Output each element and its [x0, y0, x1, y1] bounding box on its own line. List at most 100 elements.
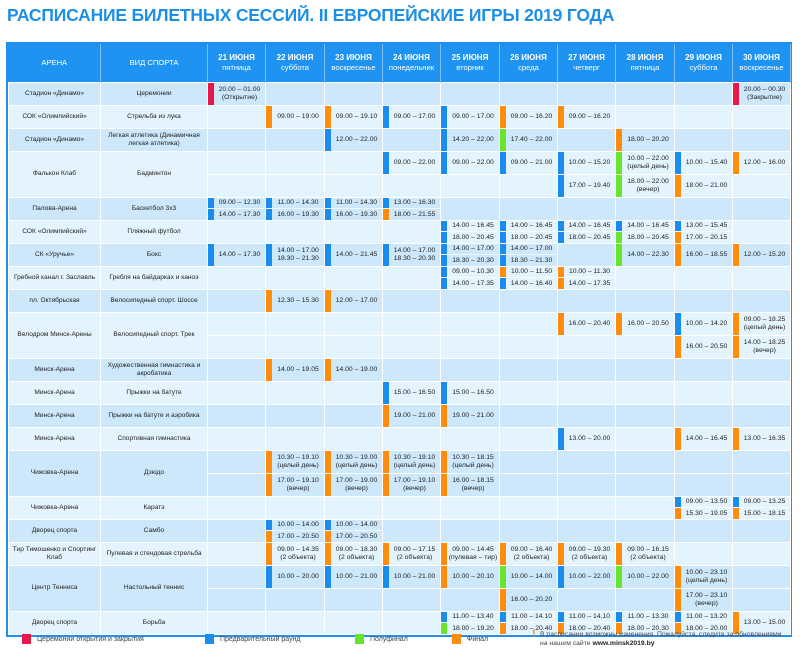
session-entry: 09.00 – 19.30 (2 объекта) — [558, 542, 615, 565]
session-cell — [674, 518, 733, 543]
session-time: 09.00 – 14.45 — [452, 546, 494, 553]
session-cell — [324, 380, 383, 405]
day-date: 24 ИЮНЯ — [393, 52, 430, 62]
session-cell — [732, 449, 791, 474]
session-type-marker — [208, 197, 214, 208]
session-list: 10.00 – 22.00 (целый день) — [616, 151, 674, 174]
session-type-marker — [733, 243, 739, 266]
session-cell — [499, 518, 558, 543]
session-list: 14.00 – 17.00 18.30 – 21.30 — [500, 243, 557, 266]
session-text: 15.00 – 16.50 — [447, 382, 499, 404]
session-text: 11.00 – 14.30 — [331, 198, 382, 209]
session-cell: 19.00 – 21.00 — [382, 403, 441, 428]
session-list: 09.00 – 14.45 (пулевая – тир) — [441, 542, 499, 565]
session-cell: 13.00 – 16.35 — [732, 426, 791, 451]
session-text: 19.00 – 21.00 — [447, 405, 499, 427]
session-time: 12.00 – 22.00 — [335, 135, 378, 143]
session-cell — [324, 495, 383, 520]
session-note: (2 объекта) — [513, 553, 550, 561]
session-cell: 10.00 – 14.00 — [499, 564, 558, 589]
session-time: 09.00 – 22.00 — [393, 158, 436, 166]
session-text: 10.00 – 15.20 — [564, 152, 615, 174]
session-time: 12.00 – 16.00 — [743, 158, 786, 166]
session-cell — [207, 449, 266, 474]
session-cell — [207, 426, 266, 451]
session-cell — [440, 334, 500, 359]
session-time: 09.00 – 14.35 — [277, 546, 319, 553]
session-type-marker — [500, 623, 506, 634]
session-cell — [732, 196, 791, 221]
session-cell — [674, 380, 733, 405]
session-entry: 11.00 – 14.30 — [325, 197, 382, 209]
session-cell: 16.00 – 20.50 — [674, 334, 733, 359]
session-note: (пулевая – тир) — [448, 553, 498, 561]
session-entry: 11.00 – 14.10 — [500, 611, 557, 623]
session-cell — [499, 403, 558, 428]
arena-cell: Стадион «Динамо» — [8, 81, 101, 106]
session-cell: 14.00 – 17.00 18.30 – 20.30 — [440, 242, 500, 267]
table-row: Дворец спорта Самбо 10.00 – 14.00 17.00 – 2… — [8, 518, 791, 543]
session-text: 09.00 – 17.00 — [447, 106, 499, 128]
session-text: 12.00 – 17.00 — [331, 290, 382, 312]
sport-cell: Художественная гимнастика и акробатика — [100, 357, 208, 382]
arena-cell: Чижовка-Арена — [8, 449, 101, 497]
session-list: 11.00 – 13.20 18.00 – 20.00 — [675, 611, 732, 634]
session-time: 17.00 – 23.10 — [685, 592, 728, 599]
session-cell — [557, 495, 616, 520]
session-text: 20.00 – 01.00 (Открытие) — [214, 83, 265, 105]
session-entry: 09.00 – 10.30 — [441, 266, 499, 278]
session-type-marker — [441, 404, 447, 427]
arena-cell: Фалькон Клаб — [8, 150, 101, 198]
session-entry: 14.00 – 16.45 — [675, 427, 732, 450]
session-cell — [265, 587, 325, 612]
session-entry: 18.00 – 20.45 — [441, 232, 499, 243]
session-list: 09.00 – 18.30 (2 объекта) — [325, 542, 382, 565]
session-time: 13.00 – 15.45 — [685, 222, 728, 229]
session-cell — [207, 380, 266, 405]
session-list: 09.00 – 16.15 (2 объекта) — [616, 542, 674, 565]
session-type-marker — [733, 151, 739, 174]
session-time: 17.00 – 20.50 — [277, 532, 319, 540]
session-time: 13.00 – 16.30 — [393, 199, 436, 206]
session-time: 17.40 – 22.00 — [510, 135, 553, 143]
session-cell — [499, 380, 558, 405]
schedule-table: АРЕНА ВИД СПОРТА 21 ИЮНЯ пятница 22 ИЮНЯ су… — [8, 44, 791, 635]
session-time: 10.30 – 18.15 — [452, 454, 494, 461]
arena-cell: Чижовка-Арена — [8, 495, 101, 520]
session-list: 10.00 – 21.00 — [383, 565, 440, 588]
session-type-marker — [616, 312, 622, 335]
session-text: 10.00 – 23.10 (целый день) — [681, 566, 732, 588]
session-list: 16.00 – 20.50 — [675, 335, 732, 358]
session-list: 10.30 – 18.15 (целый день) — [441, 450, 499, 473]
session-note: (вечер) — [403, 484, 426, 492]
site-link[interactable]: www.minsk2019.by — [592, 640, 655, 647]
session-entry: 10.00 – 15.40 — [675, 151, 732, 174]
session-cell — [207, 173, 266, 198]
session-entry: 14.00 – 16.45 — [616, 220, 674, 232]
session-entry: 09.00 – 17.00 — [383, 105, 440, 128]
session-entry: 15.30 – 19.05 — [675, 508, 732, 519]
session-cell — [382, 219, 441, 244]
session-cell — [382, 357, 441, 382]
table-row: Гребной канал г. Заславль Гребля на байда… — [8, 265, 791, 290]
session-list: 10.00 – 11.50 14.00 – 16.40 — [500, 266, 557, 289]
session-list: 09.00 – 21.00 — [500, 151, 557, 174]
session-cell — [382, 587, 441, 612]
session-entry: 18.00 – 20.40 — [500, 623, 557, 634]
session-text: 11.00 – 13.30 — [622, 612, 674, 623]
session-time: 14.00 – 17.00 — [277, 247, 319, 254]
session-type-marker — [558, 542, 564, 565]
session-text: 17.00 – 20.15 — [681, 232, 732, 243]
day-weekday: пятница — [630, 62, 660, 72]
session-cell: 09.00 – 16.15 (2 объекта) — [615, 541, 675, 566]
session-cell: 17.00 – 23.10 (вечер) — [674, 587, 733, 612]
session-text: 12.00 – 22.00 — [331, 129, 382, 151]
session-time: 18.00 – 20.40 — [568, 624, 611, 632]
session-time: 14.00 – 17.35 — [568, 279, 611, 287]
session-time: 09.00 – 17.00 — [393, 112, 436, 120]
session-cell — [324, 311, 383, 336]
session-entry: 14.00 – 22.30 — [616, 243, 674, 266]
session-note: (вечер) — [461, 484, 485, 492]
session-text: 09.00 – 10.30 — [447, 267, 499, 278]
session-cell: 11.00 – 13.40 18.00 – 19.20 — [440, 610, 500, 635]
